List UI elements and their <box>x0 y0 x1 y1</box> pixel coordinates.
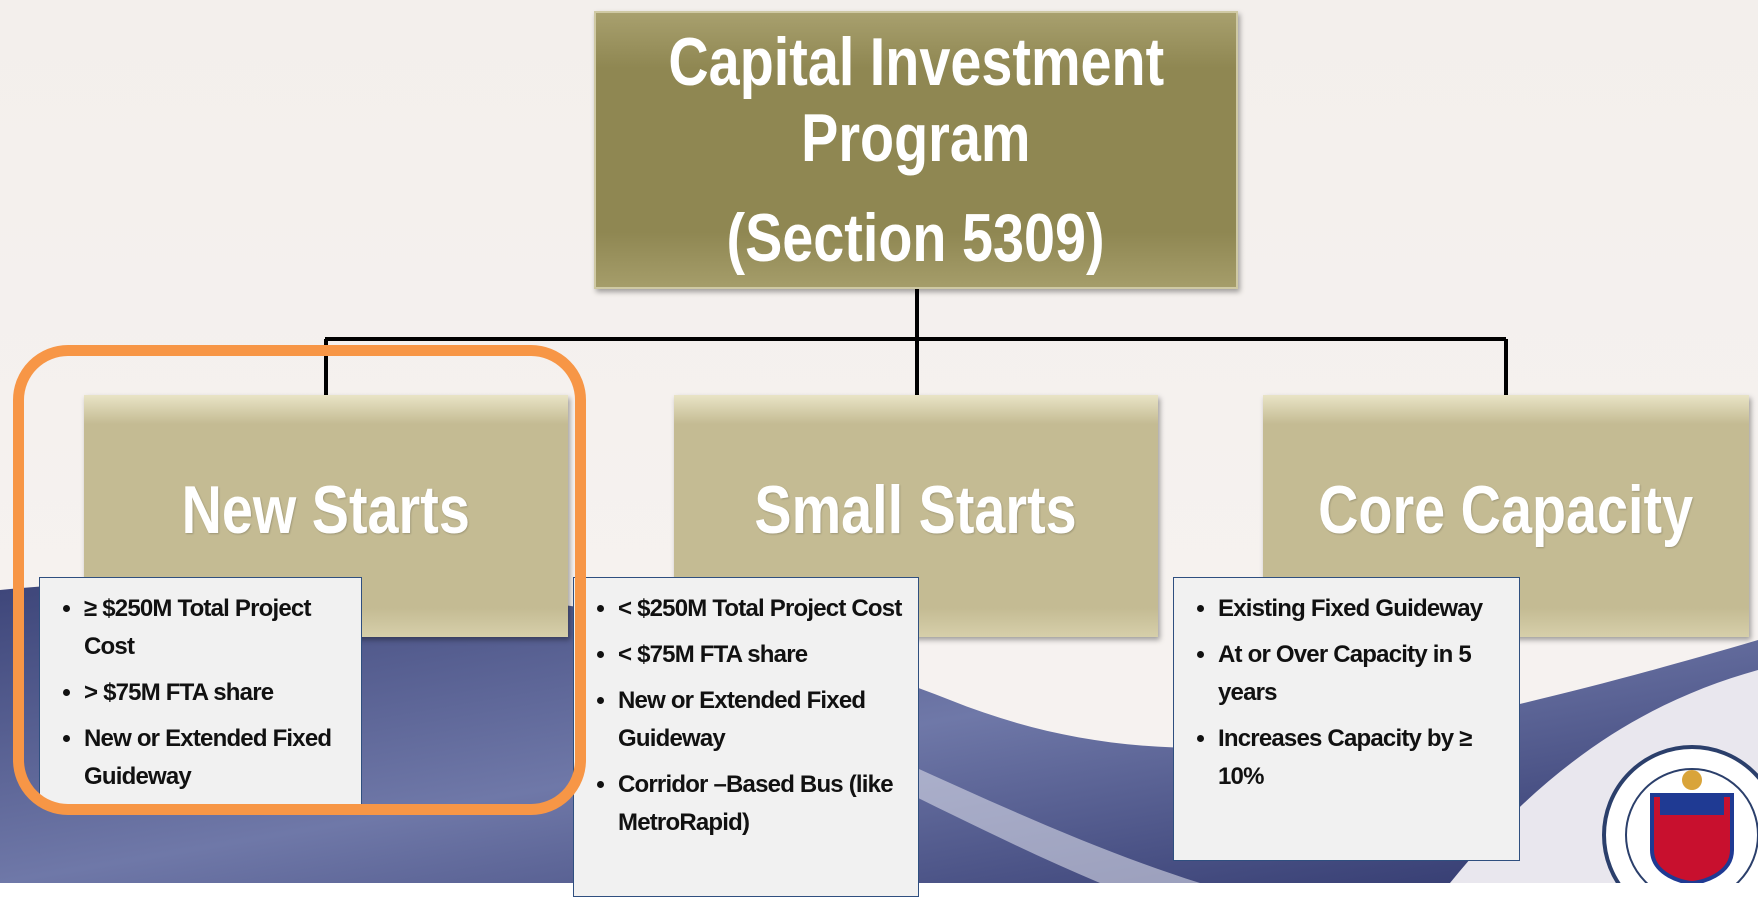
root-title-line: Program <box>801 100 1031 176</box>
bullets: Existing Fixed Guideway At or Over Capaci… <box>1182 590 1511 796</box>
bullet-text: Increases Capacity by ≥ 10% <box>1218 725 1472 790</box>
program-name: Small Starts <box>754 472 1078 548</box>
criteria-list: ≥ $250M Total Project Cost > $75M FTA sha… <box>39 577 362 807</box>
bullet-text: ≥ $250M Total Project Cost <box>84 595 311 660</box>
bullet-item: Existing Fixed Guideway <box>1218 590 1511 628</box>
city-seal <box>1602 745 1758 883</box>
bullet-item: Increases Capacity by ≥ 10% <box>1218 720 1511 796</box>
bullet-item: < $250M Total Project Cost <box>618 590 910 628</box>
root-box: Capital Investment Program (Section 5309… <box>594 11 1238 289</box>
bullets: < $250M Total Project Cost < $75M FTA sha… <box>582 590 910 842</box>
bullet-item: ≥ $250M Total Project Cost <box>84 590 353 666</box>
bullet-item: Corridor –Based Bus (like MetroRapid) <box>618 766 910 842</box>
bullet-text: < $250M Total Project Cost <box>618 595 902 622</box>
root-title-line: (Section 5309) <box>726 200 1106 276</box>
highlight-outline <box>13 345 586 815</box>
bullet-item: New or Extended Fixed Guideway <box>84 720 353 796</box>
bullets: ≥ $250M Total Project Cost > $75M FTA sha… <box>48 590 353 796</box>
bullet-text: At or Over Capacity in 5 years <box>1218 641 1472 706</box>
bullet-item: > $75M FTA share <box>84 674 353 712</box>
bullet-text: < $75M FTA share <box>618 641 808 668</box>
bullet-item: New or Extended Fixed Guideway <box>618 682 910 758</box>
bullet-text: > $75M FTA share <box>84 679 274 706</box>
criteria-list: Existing Fixed Guideway At or Over Capaci… <box>1173 577 1520 861</box>
bullet-text: Corridor –Based Bus (like MetroRapid) <box>618 771 894 836</box>
bullet-item: < $75M FTA share <box>618 636 910 674</box>
root-title-line: Capital Investment <box>668 24 1164 100</box>
bullet-text: New or Extended Fixed Guideway <box>618 687 866 752</box>
criteria-list: < $250M Total Project Cost < $75M FTA sha… <box>573 577 919 897</box>
program-name: Core Capacity <box>1318 472 1694 548</box>
bullet-item: At or Over Capacity in 5 years <box>1218 636 1511 712</box>
program-name: New Starts <box>181 472 471 548</box>
bullet-text: Existing Fixed Guideway <box>1218 595 1483 622</box>
bullet-text: New or Extended Fixed Guideway <box>84 725 332 790</box>
